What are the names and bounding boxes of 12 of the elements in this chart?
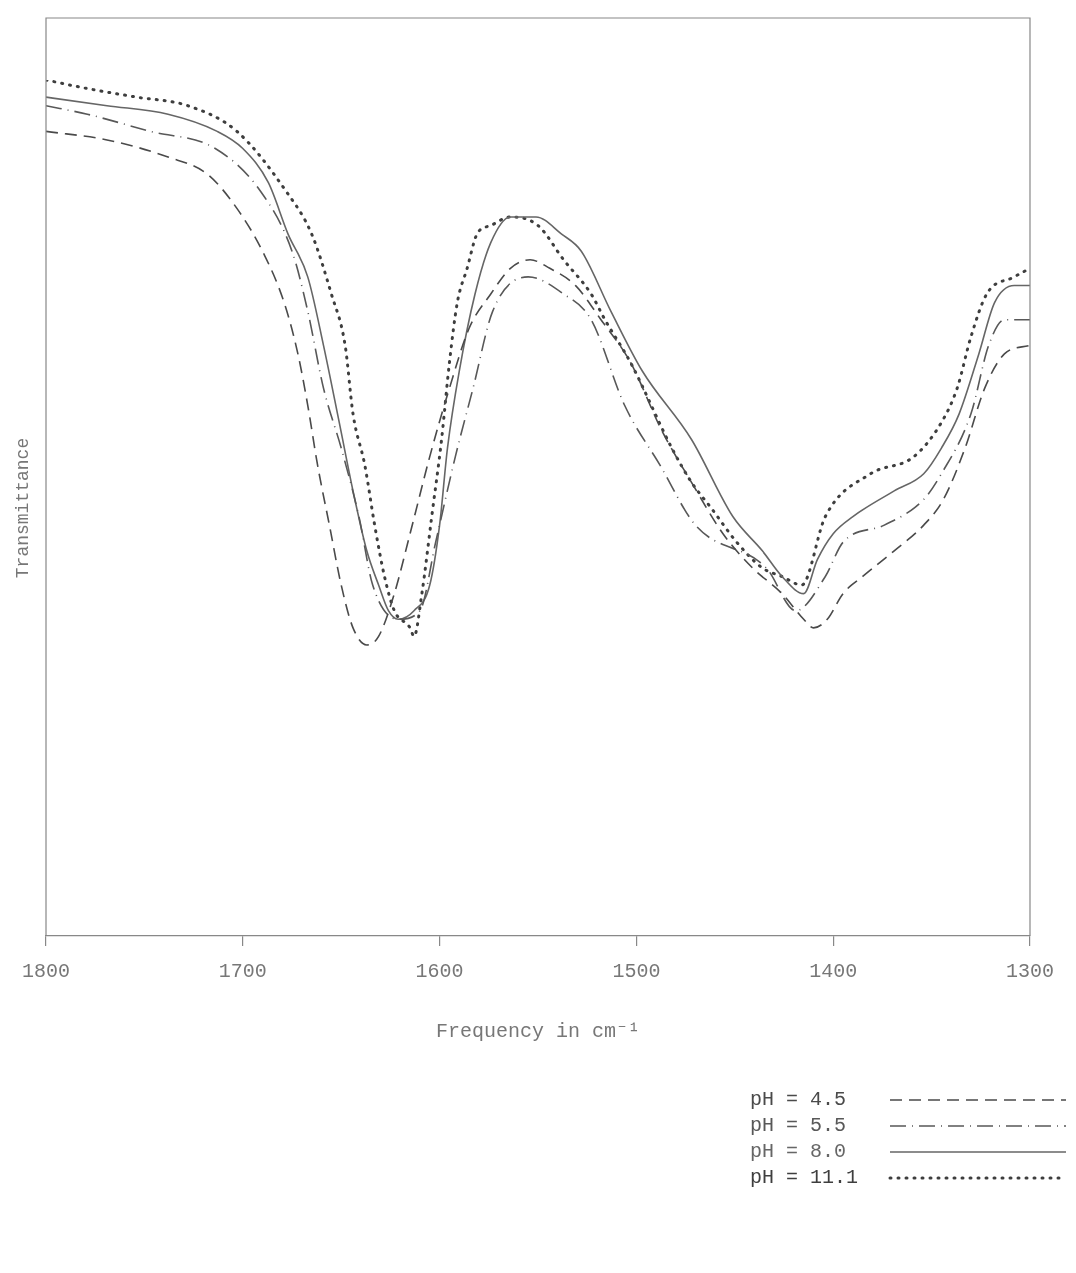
text: pH = 5.5 bbox=[750, 1114, 847, 1138]
x-axis-title: Frequency in cm⁻¹ bbox=[435, 1020, 641, 1044]
x-tick-label: 1700 bbox=[218, 960, 267, 984]
x-tick-label: 1500 bbox=[612, 960, 661, 984]
x-tick-label: 1600 bbox=[415, 960, 464, 984]
text: pH = 8.0 bbox=[750, 1140, 847, 1164]
x-tick-label: 1800 bbox=[22, 960, 71, 984]
y-axis-title: Transmittance bbox=[12, 437, 33, 579]
text: pH = 11.1 bbox=[750, 1166, 860, 1190]
x-tick-label: 1400 bbox=[809, 960, 858, 984]
text: pH = 4.5 bbox=[750, 1088, 847, 1112]
x-tick-label: 1300 bbox=[1005, 960, 1054, 984]
